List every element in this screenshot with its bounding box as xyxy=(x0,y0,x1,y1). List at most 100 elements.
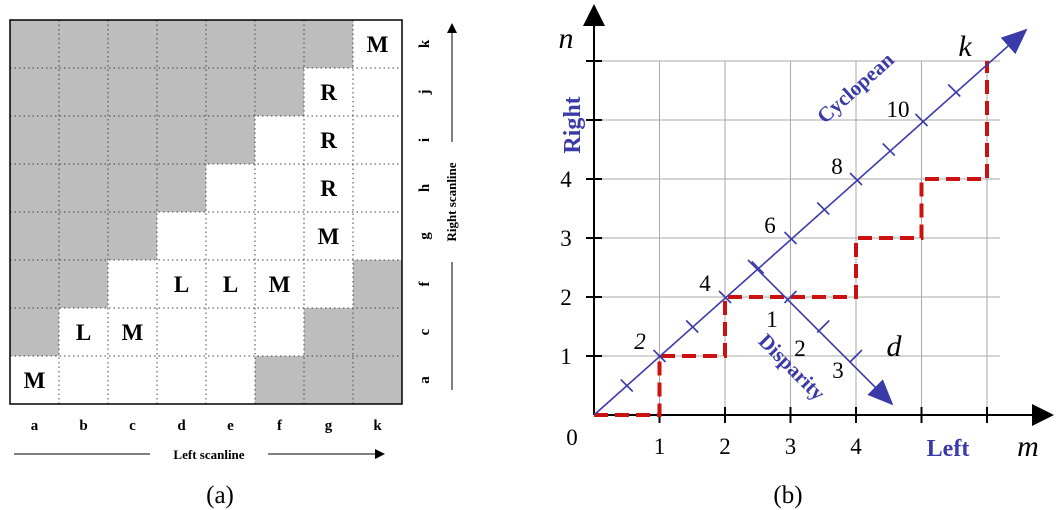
grid-cell xyxy=(108,308,157,356)
shaded-cell xyxy=(255,20,304,68)
cell-label: L xyxy=(223,272,238,297)
row-tick-label: c xyxy=(417,328,433,335)
disparity-label: Disparity xyxy=(754,329,831,406)
disparity-ticks xyxy=(783,290,863,363)
cyclopean-axis xyxy=(593,28,1028,416)
shaded-cell xyxy=(108,164,157,212)
cyclopean-tick xyxy=(652,349,667,363)
cell-label: M xyxy=(367,32,389,57)
grid-cell xyxy=(304,164,353,212)
cell-label: R xyxy=(320,128,337,153)
grid-cell xyxy=(206,260,255,308)
cell-label: R xyxy=(320,176,337,201)
cyclopean-tick-labels: 2 4 6 8 10 xyxy=(634,97,909,354)
column-tick-label: g xyxy=(325,418,333,434)
grid-cell xyxy=(255,164,304,212)
grid-cell xyxy=(157,308,206,356)
x-tick-label: 4 xyxy=(850,434,862,459)
cyclopean-tick xyxy=(685,319,699,334)
cyclopean-tick xyxy=(947,83,961,98)
shaded-cell xyxy=(353,356,402,404)
grid-cell xyxy=(304,116,353,164)
grid-cell xyxy=(206,164,255,212)
cyclopean-tick xyxy=(751,260,765,275)
x-tick-label: 3 xyxy=(785,434,797,459)
shaded-cell xyxy=(108,68,157,116)
disparity-letter: d xyxy=(887,330,903,363)
shaded-cell xyxy=(59,260,108,308)
disparity-tick-label: 2 xyxy=(794,336,806,361)
grid-cell xyxy=(59,308,108,356)
right-scanline-label: Right scanline xyxy=(444,162,459,241)
shaded-cell xyxy=(304,356,353,404)
shaded-cell xyxy=(59,212,108,260)
cell-label: L xyxy=(174,272,189,297)
y-axis-letter: n xyxy=(559,22,574,55)
shaded-cell xyxy=(353,260,402,308)
shaded-cell xyxy=(10,20,59,68)
cyclopean-tick xyxy=(783,231,798,245)
y-axis-word: Right xyxy=(560,96,586,153)
grid-cell xyxy=(353,68,402,116)
shaded-cell xyxy=(255,356,304,404)
grid-cell xyxy=(353,212,402,260)
y-tick-label: 3 xyxy=(560,226,572,251)
x-axis-word: Left xyxy=(927,436,970,462)
axis-tick-marks xyxy=(586,60,988,423)
shaded-cell xyxy=(59,164,108,212)
column-tick-label: k xyxy=(373,418,382,434)
cyclopean-tick xyxy=(718,290,732,304)
row-tick-label: k xyxy=(417,39,433,48)
y-tick-label: 2 xyxy=(560,285,572,310)
column-tick-label: a xyxy=(31,418,39,434)
shaded-cell xyxy=(10,260,59,308)
shaded-cell xyxy=(59,20,108,68)
cell-label: R xyxy=(320,80,337,105)
column-tick-label: e xyxy=(227,418,234,434)
column-tick-label: d xyxy=(177,418,186,434)
match-grid xyxy=(10,20,402,404)
shaded-cell xyxy=(206,116,255,164)
column-tick-label: c xyxy=(129,418,136,434)
caption-b: (b) xyxy=(773,482,802,509)
grid-cell xyxy=(206,212,255,260)
shaded-cell xyxy=(157,68,206,116)
grid-cell xyxy=(304,212,353,260)
shaded-cell xyxy=(353,308,402,356)
cyclopean-tick xyxy=(816,201,830,216)
row-tick-label: a xyxy=(417,376,433,384)
cyclopean-tick xyxy=(882,142,896,157)
grid-cell xyxy=(108,260,157,308)
y-tick-labels: 1 2 3 4 xyxy=(560,167,572,369)
shaded-cell xyxy=(108,20,157,68)
column-tick-label: f xyxy=(277,418,283,434)
grid-cell xyxy=(353,116,402,164)
grid-cell xyxy=(157,212,206,260)
disparity-tick xyxy=(783,290,798,304)
grid-cell xyxy=(353,164,402,212)
column-tick-label: b xyxy=(79,418,87,434)
grid-cell xyxy=(304,68,353,116)
shaded-cell xyxy=(10,68,59,116)
row-tick-label: g xyxy=(417,232,433,240)
shaded-cell xyxy=(206,68,255,116)
disparity-tick-labels: 12 3 xyxy=(766,307,844,383)
cyclopean-tick-label: 8 xyxy=(831,154,843,179)
shaded-cell xyxy=(304,308,353,356)
cyclopean-tick-label: 6 xyxy=(764,213,776,238)
matching-path xyxy=(594,61,989,417)
x-tick-label: 2 xyxy=(719,434,731,459)
shaded-cell xyxy=(206,20,255,68)
y-tick-label: 1 xyxy=(560,344,572,369)
grid-cell xyxy=(59,356,108,404)
cyclopean-tick-label: 10 xyxy=(887,97,910,122)
grid-border xyxy=(9,19,403,405)
cyclopean-ticks xyxy=(620,83,961,393)
grid-cell xyxy=(255,260,304,308)
shaded-cell xyxy=(304,20,353,68)
